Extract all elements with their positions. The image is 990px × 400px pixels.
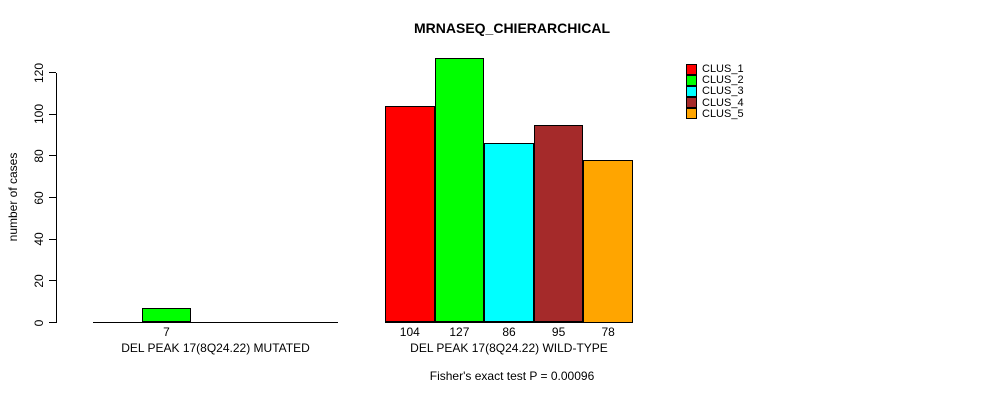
legend-swatch-clus_4 <box>686 97 697 109</box>
y-axis-tick <box>49 280 56 282</box>
legend-label: CLUS_2 <box>702 74 744 87</box>
bar-clus_1 <box>385 105 435 323</box>
bar-value-label: 95 <box>551 325 566 339</box>
legend-label: CLUS_5 <box>702 107 744 120</box>
y-axis-tick-label: 100 <box>32 104 46 125</box>
bar-clus_5 <box>583 160 633 323</box>
bar-clus_2 <box>434 57 485 323</box>
bar-value-label: 127 <box>449 325 470 339</box>
legend-swatch-clus_3 <box>686 85 697 97</box>
y-axis-tick <box>49 197 56 198</box>
legend-swatch-clus_2 <box>686 74 697 86</box>
legend-label: CLUS_4 <box>702 96 744 109</box>
bar-clus_4 <box>533 124 584 323</box>
legend-label: CLUS_1 <box>702 63 744 75</box>
y-axis-tick-label: 0 <box>32 319 46 326</box>
legend-label: CLUS_3 <box>702 85 744 98</box>
y-axis-tick-label: 40 <box>32 232 46 246</box>
y-axis-tick <box>49 322 56 323</box>
y-axis-tick <box>49 113 56 115</box>
x-baseline <box>93 321 338 323</box>
y-axis-tick <box>49 72 56 73</box>
y-axis-tick-label: 120 <box>32 62 46 83</box>
y-axis-tick-label: 20 <box>32 274 46 288</box>
bar-clus_2 <box>142 307 191 323</box>
y-axis-tick <box>49 238 56 240</box>
y-axis-line <box>56 72 57 323</box>
bar-value-label: 78 <box>601 325 615 339</box>
bar-value-label: 104 <box>399 325 420 339</box>
group-label: DEL PEAK 17(8Q24.22) WILD-TYPE <box>410 341 608 355</box>
annotation-text: Fisher's exact test P = 0.00096 <box>429 369 595 383</box>
legend-swatch-clus_1 <box>686 63 697 75</box>
y-axis-tick-label: 80 <box>32 149 46 163</box>
y-axis-tick <box>49 155 56 157</box>
legend-swatch-clus_5 <box>686 108 697 120</box>
chart-title: MRNASEQ_CHIERARCHICAL <box>413 20 611 36</box>
bar-value-label: 86 <box>502 325 516 339</box>
bar-clus_3 <box>484 143 534 323</box>
group-label: DEL PEAK 17(8Q24.22) MUTATED <box>121 341 310 355</box>
y-axis-tick-label: 60 <box>32 190 46 205</box>
bar-value-label: 7 <box>163 325 170 339</box>
